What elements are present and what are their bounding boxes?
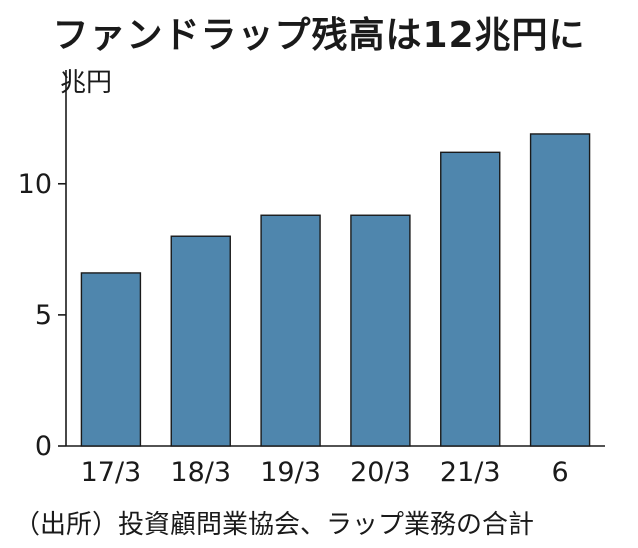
x-tick-label: 20/3 [350,457,411,488]
y-tick-label: 5 [35,300,52,331]
y-axis-unit-label: 兆円 [60,68,113,98]
chart-title: ファンドラップ残高は12兆円に [52,15,586,56]
bar [170,235,231,447]
y-tick-label: 0 [35,431,52,462]
x-tick-label: 19/3 [260,457,321,488]
bar [350,214,411,447]
x-tick-label: 18/3 [170,457,231,488]
bar [440,151,501,447]
x-tick-label: 6 [551,457,568,488]
bar [80,272,142,447]
source-note: （出所）投資顧問業協会、ラップ業務の合計 [14,510,535,540]
bar [529,133,591,447]
bar [260,214,321,447]
y-tick-label: 10 [18,169,52,200]
x-tick-label: 17/3 [81,457,142,488]
x-tick-label: 21/3 [440,457,501,488]
